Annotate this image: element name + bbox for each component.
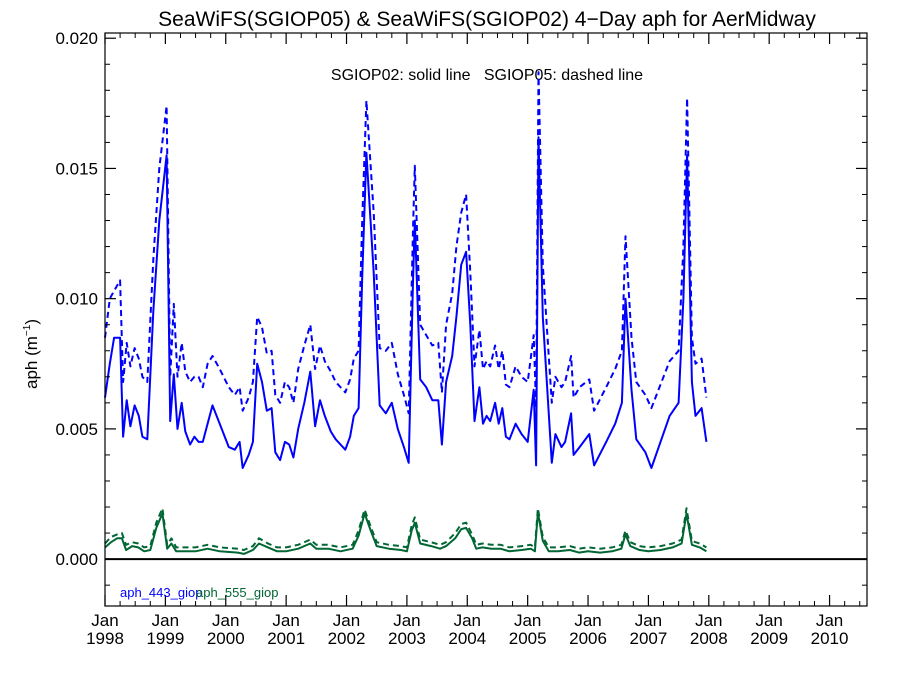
legend-label-1: aph_443_giop — [120, 585, 202, 600]
x-tick-label-year: 1999 — [146, 629, 184, 648]
x-tick-label-month: Jan — [635, 611, 662, 630]
y-tick-label: 0.020 — [55, 29, 98, 48]
y-axis-label-superscript: −1 — [22, 324, 33, 336]
x-tick-label-year: 1998 — [86, 629, 124, 648]
line-style-annotation: SGIOP02: solid line SGIOP05: dashed line — [331, 67, 643, 84]
x-tick-label-year: 2003 — [388, 629, 426, 648]
x-tick-label-year: 2010 — [811, 629, 849, 648]
y-tick-label: 0.005 — [55, 420, 98, 439]
y-tick-label: 0.010 — [55, 290, 98, 309]
series-line-3 — [104, 511, 707, 555]
series-line-2 — [104, 71, 708, 415]
series-line-1 — [104, 136, 708, 469]
x-tick-label-year: 2008 — [690, 629, 728, 648]
series-line-4 — [104, 507, 707, 551]
chart-title: SeaWiFS(SGIOP05) & SeaWiFS(SGIOP02) 4−Da… — [158, 8, 816, 31]
x-tick-label-year: 2009 — [750, 629, 788, 648]
x-tick-label-month: Jan — [574, 611, 601, 630]
x-tick-label-month: Jan — [212, 611, 239, 630]
x-tick-label-month: Jan — [333, 611, 360, 630]
x-tick-label-month: Jan — [91, 611, 118, 630]
x-tick-label-year: 2007 — [630, 629, 668, 648]
x-tick-label-year: 2000 — [207, 629, 245, 648]
x-tick-label-year: 2005 — [509, 629, 547, 648]
x-tick-label-month: Jan — [393, 611, 420, 630]
x-tick-label-year: 2004 — [448, 629, 486, 648]
x-tick-label-month: Jan — [514, 611, 541, 630]
plot-area — [104, 71, 867, 561]
y-axis-label-close: ) — [22, 319, 41, 325]
x-tick-label-year: 2002 — [328, 629, 366, 648]
y-tick-label: 0.000 — [55, 550, 98, 569]
x-tick-label-year: 2006 — [569, 629, 607, 648]
x-tick-label-year: 2001 — [267, 629, 305, 648]
x-tick-label-month: Jan — [272, 611, 299, 630]
y-tick-label: 0.015 — [55, 159, 98, 178]
x-tick-label-month: Jan — [695, 611, 722, 630]
x-tick-label-month: Jan — [816, 611, 843, 630]
y-axis-label: aph (m−1) — [22, 319, 41, 389]
x-tick-label-month: Jan — [152, 611, 179, 630]
legend-label-2: aph_555_giop — [196, 585, 278, 600]
x-tick-label-month: Jan — [755, 611, 782, 630]
x-tick-label-month: Jan — [454, 611, 481, 630]
axes: 0.0000.0050.0100.0150.020Jan1998Jan1999J… — [55, 29, 867, 648]
plot-frame — [104, 32, 868, 607]
